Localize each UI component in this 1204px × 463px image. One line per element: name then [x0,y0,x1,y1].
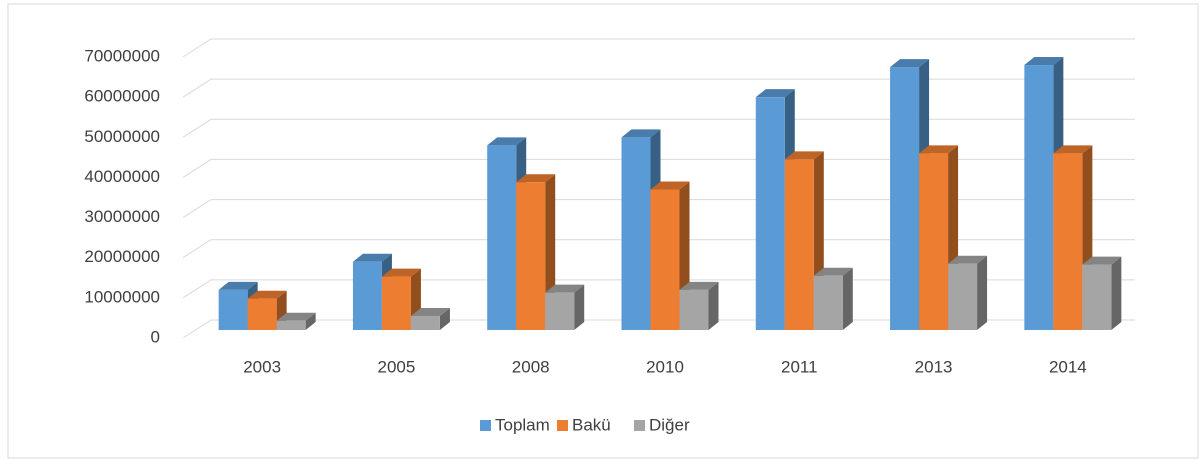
bar-side [708,281,719,330]
legend-swatch [480,420,491,431]
bar-front [381,276,411,330]
bar-front [650,189,680,330]
bar-top [784,151,824,160]
y-tick-label: 40000000 [84,167,160,186]
bar [948,255,988,330]
bar [218,281,258,330]
bar-front [919,153,949,330]
bar-front [487,145,517,330]
chart-border [7,3,1199,459]
bar-top [247,290,287,299]
bar [784,151,824,330]
bar [276,312,316,330]
y-tick-label: 30000000 [84,207,160,226]
bar [1024,57,1064,331]
bar-top [218,281,258,290]
bar-top [545,284,585,293]
bar-top [410,307,450,316]
bar-top [1053,145,1093,154]
grid-line [182,38,1135,58]
bar-top [621,129,661,138]
x-tick-label: 2003 [243,357,281,376]
bar-front [276,320,306,330]
bar-front [890,67,920,331]
x-tick-label: 2005 [378,357,416,376]
y-tick-label: 50000000 [84,127,160,146]
bar-top [487,137,527,146]
grid-line [182,78,1135,98]
bar-top [1024,57,1064,66]
legend-swatch [634,420,645,431]
bar [410,307,450,330]
grid-line [182,199,1135,218]
legend-label: Diğer [649,415,690,434]
bar-side [439,307,450,330]
bar-front [784,159,814,330]
bar-front [1024,65,1054,331]
bar-top [813,267,853,276]
bar-side [842,267,853,330]
bar [1082,256,1122,330]
bar-front [410,315,440,330]
x-tick-label: 2011 [781,357,818,376]
y-tick-label: 20000000 [84,247,160,266]
bar-front [1053,153,1083,330]
bar-top [276,312,316,321]
bar-top [516,174,556,183]
grid-line [182,239,1135,259]
bar-top [919,145,959,154]
bar-top [679,281,719,290]
bar-side [977,255,988,330]
bar [545,284,585,330]
bar-side [1111,256,1122,330]
y-tick-label: 0 [151,327,160,346]
bar-front [679,289,709,330]
bar-front [545,292,575,330]
bar-front [621,137,651,330]
grid-line [182,158,1135,178]
bar-front [755,97,785,331]
bar-front [1082,264,1112,330]
x-tick-label: 2013 [915,357,953,376]
bar-side [305,312,316,330]
x-tick-label: 2008 [512,357,550,376]
bar-front [218,289,248,330]
bar-top [381,268,421,277]
bar-top [890,59,930,68]
x-tick-label: 2014 [1049,357,1087,376]
grid-line [182,118,1135,138]
bar-top [352,253,392,262]
legend-label: Toplam [495,415,550,434]
bar-top [650,181,690,190]
bar-front [352,261,382,330]
y-tick-label: 60000000 [84,87,160,106]
bar-front [247,298,277,330]
bar-top [1082,256,1122,265]
x-tick-label: 2010 [646,357,684,376]
bar-side [574,284,585,330]
bar-top [948,255,988,264]
bar-front [948,263,978,330]
y-tick-label: 10000000 [84,287,160,306]
legend-label: Bakü [572,415,611,434]
legend-swatch [557,420,568,431]
bar [813,267,853,330]
bar [679,281,719,330]
bar-front [516,182,546,330]
bar-top [755,89,795,98]
bar-front [813,275,843,330]
y-tick-label: 70000000 [84,46,160,65]
